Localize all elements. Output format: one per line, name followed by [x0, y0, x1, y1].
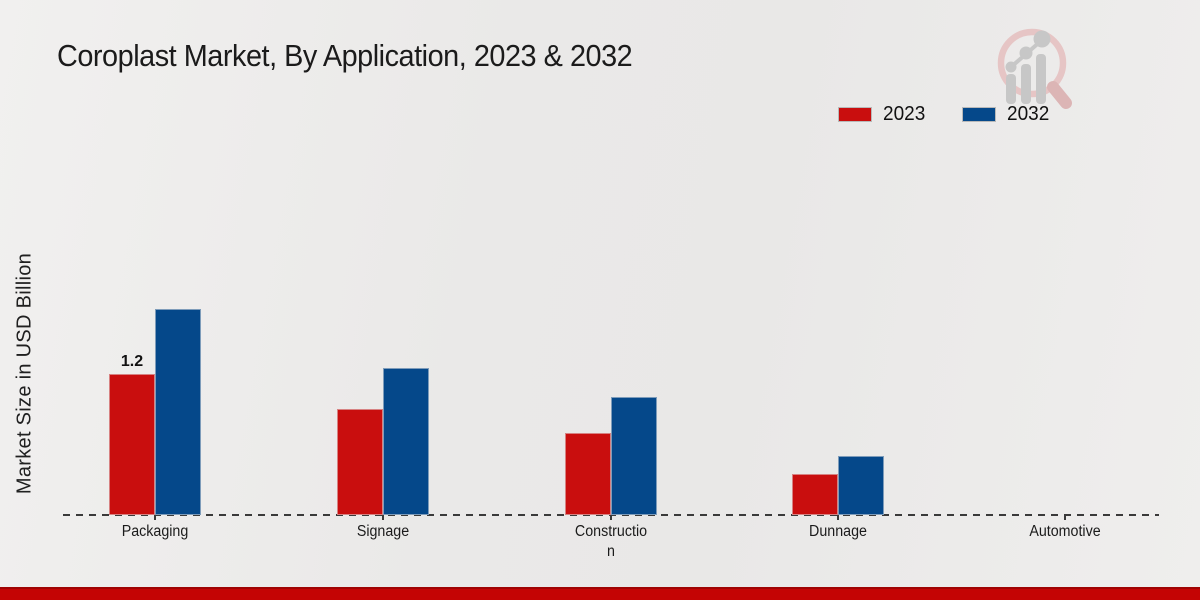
- bar-construction-2032: [611, 397, 657, 515]
- magnifier-bar-chart-icon: [997, 28, 1072, 109]
- chart-title: Coroplast Market, By Application, 2023 &…: [57, 38, 633, 73]
- legend-label: 2032: [1006, 103, 1049, 125]
- footer-accent-bar: [0, 587, 1200, 600]
- category-label-dunnage: Dunnage: [809, 523, 867, 540]
- x-axis-tick: [154, 515, 156, 520]
- bar-dunnage-2032: [838, 456, 884, 515]
- legend-swatch-2032: [961, 107, 996, 122]
- legend-swatch-2023: [838, 107, 872, 122]
- category-label-packaging: Packaging: [121, 523, 189, 540]
- x-axis-tick: [837, 515, 839, 520]
- mrfr-logo-watermark: [988, 26, 1080, 116]
- bar-packaging-2032: [155, 309, 201, 515]
- bar-signage-2023: [337, 409, 383, 515]
- chart-legend: 2023 2032: [838, 103, 1051, 126]
- legend-label: 2023: [883, 103, 926, 125]
- bar-signage-2032: [383, 368, 429, 515]
- category-label-construction: Constructio n: [574, 523, 648, 561]
- bar-packaging-2023: [109, 374, 155, 515]
- bar-dunnage-2023: [792, 474, 838, 515]
- category-label-automotive: Automotive: [1029, 523, 1101, 540]
- legend-item-2032: 2032: [961, 103, 1052, 126]
- data-label-packaging-2023: 1.2: [120, 353, 144, 370]
- x-axis-tick: [1064, 515, 1066, 520]
- bar-construction-2023: [565, 433, 611, 515]
- x-axis-tick: [610, 515, 612, 520]
- legend-item-2023: 2023: [838, 103, 928, 126]
- x-axis-tick: [382, 515, 384, 520]
- category-label-signage: Signage: [356, 523, 410, 540]
